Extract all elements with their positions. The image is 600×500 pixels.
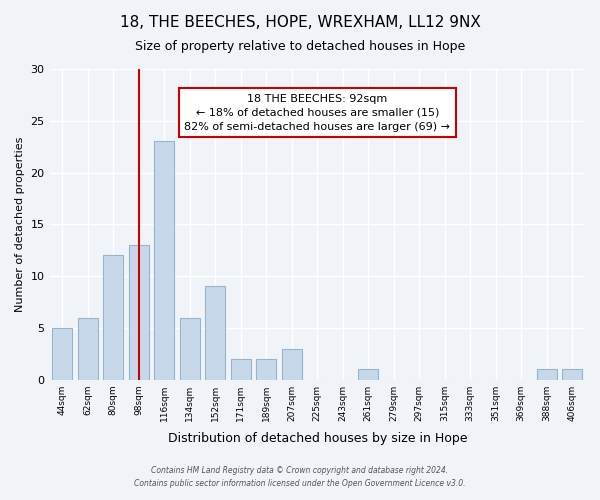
Bar (536, 370, 557, 380)
Bar (358, 370, 379, 380)
X-axis label: Distribution of detached houses by size in Hope: Distribution of detached houses by size … (167, 432, 467, 445)
Text: 18 THE BEECHES: 92sqm
← 18% of detached houses are smaller (15)
82% of semi-deta: 18 THE BEECHES: 92sqm ← 18% of detached … (184, 94, 450, 132)
Bar (205, 286, 226, 380)
Bar (103, 256, 124, 380)
Bar (128, 245, 149, 380)
Y-axis label: Number of detached properties: Number of detached properties (15, 136, 25, 312)
Bar (52, 328, 73, 380)
Bar (562, 370, 583, 380)
Bar (281, 348, 302, 380)
Bar (179, 318, 200, 380)
Text: Size of property relative to detached houses in Hope: Size of property relative to detached ho… (135, 40, 465, 53)
Text: Contains HM Land Registry data © Crown copyright and database right 2024.
Contai: Contains HM Land Registry data © Crown c… (134, 466, 466, 487)
Bar (230, 359, 251, 380)
Bar (77, 318, 98, 380)
Bar (256, 359, 277, 380)
Bar (154, 142, 175, 380)
Text: 18, THE BEECHES, HOPE, WREXHAM, LL12 9NX: 18, THE BEECHES, HOPE, WREXHAM, LL12 9NX (119, 15, 481, 30)
